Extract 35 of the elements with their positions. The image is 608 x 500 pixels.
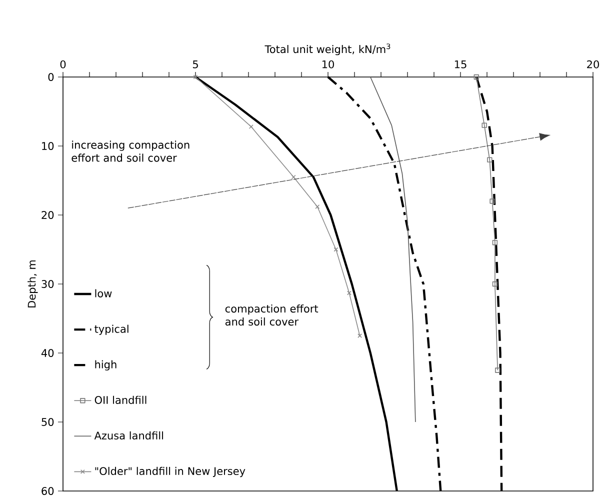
point	[482, 122, 487, 128]
y-tick-label: 50	[42, 418, 54, 426]
point	[487, 157, 492, 162]
y-tick-label: 0	[48, 73, 54, 81]
annotation: compaction effort and soil cover	[225, 304, 318, 326]
x-axis-title: Total unit weight, kN/m$^{3}$	[264, 44, 390, 56]
point	[346, 290, 352, 296]
legend-label: "Older" landfill in New Jersey	[95, 466, 246, 478]
point	[334, 247, 338, 252]
x-tick-label: 10	[322, 60, 334, 68]
y-tick-label: 20	[42, 211, 54, 219]
legend-label: OII landfill	[94, 396, 146, 404]
y-tick-label: 60	[42, 487, 54, 495]
y-axis-title: Depth, m	[28, 260, 38, 308]
legend-label: Azusa landfill	[94, 431, 164, 440]
legend-label: typical	[94, 324, 128, 335]
point	[495, 368, 500, 373]
x-tick-label: 0	[60, 60, 66, 68]
line-series	[370, 76, 416, 422]
x-tick-label: 15	[454, 60, 466, 68]
point	[492, 281, 498, 287]
point	[490, 198, 495, 204]
point	[492, 240, 498, 246]
point	[291, 174, 296, 180]
x-tick-label: 20	[587, 60, 599, 68]
y-tick-label: 30	[42, 280, 54, 288]
y-tick-label: 40	[41, 349, 54, 357]
x-tick-label: 5	[192, 60, 198, 68]
legend-label: high	[95, 360, 116, 370]
point	[248, 124, 254, 129]
point	[315, 204, 320, 209]
y-tick-label: 10	[42, 142, 54, 150]
point	[474, 74, 479, 80]
legend-label: low	[95, 289, 112, 298]
annotation: increasing compaction effort and soil cover	[72, 140, 190, 162]
